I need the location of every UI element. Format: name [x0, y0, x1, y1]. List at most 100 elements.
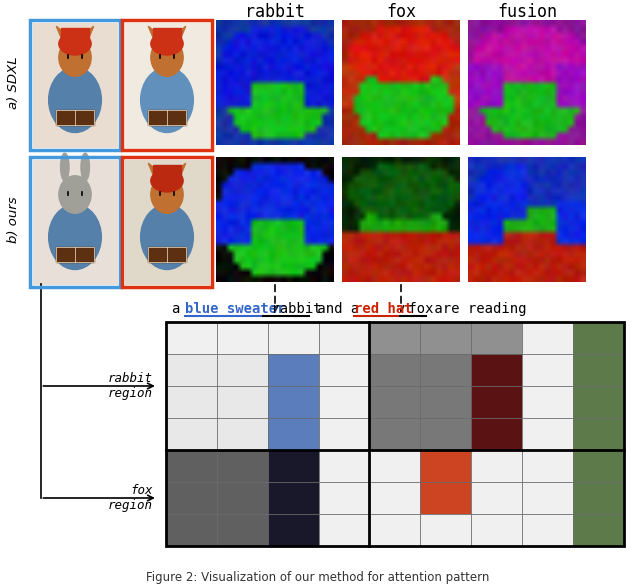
Ellipse shape — [151, 32, 183, 55]
Bar — [319, 450, 370, 482]
Text: fox: fox — [400, 302, 433, 316]
Bar — [166, 514, 217, 546]
Bar — [217, 482, 268, 514]
Bar — [370, 386, 420, 418]
Ellipse shape — [59, 32, 91, 55]
Bar — [32, 22, 118, 148]
Bar — [319, 322, 370, 354]
Ellipse shape — [59, 39, 91, 76]
Bar — [166, 354, 217, 386]
Bar — [166, 450, 217, 482]
Bar — [522, 354, 573, 386]
Text: fox
region: fox region — [107, 484, 153, 512]
Ellipse shape — [141, 205, 193, 270]
Polygon shape — [80, 26, 93, 43]
Bar — [217, 450, 268, 482]
Bar — [122, 157, 212, 287]
Text: blue sweater: blue sweater — [185, 302, 286, 316]
Bar — [522, 322, 573, 354]
Bar — [370, 322, 420, 354]
Bar — [573, 450, 624, 482]
Bar — [30, 20, 120, 150]
Bar — [148, 247, 186, 262]
Bar — [57, 247, 93, 262]
Text: b) ours: b) ours — [8, 196, 20, 243]
Bar — [319, 354, 370, 386]
Text: rabbit
region: rabbit region — [107, 372, 153, 400]
Text: and a: and a — [308, 302, 368, 316]
Bar — [370, 482, 420, 514]
Bar — [573, 354, 624, 386]
Bar — [268, 386, 319, 418]
Ellipse shape — [81, 154, 90, 180]
Bar — [166, 386, 217, 418]
Bar — [166, 482, 217, 514]
Bar — [30, 157, 120, 287]
Ellipse shape — [59, 176, 91, 213]
Bar — [522, 386, 573, 418]
Ellipse shape — [48, 67, 101, 132]
Bar — [573, 418, 624, 450]
Ellipse shape — [60, 154, 69, 180]
Text: rabbit: rabbit — [263, 302, 322, 316]
Bar — [319, 482, 370, 514]
Bar — [57, 110, 93, 125]
Bar — [370, 418, 420, 450]
Bar — [125, 159, 209, 284]
Bar — [217, 418, 268, 450]
Bar — [268, 322, 319, 354]
Ellipse shape — [151, 39, 183, 76]
Bar — [319, 514, 370, 546]
Bar — [471, 514, 522, 546]
Bar — [370, 514, 420, 546]
Bar — [471, 450, 522, 482]
Text: rabbit: rabbit — [245, 3, 305, 21]
Bar — [153, 28, 181, 45]
Bar — [370, 450, 420, 482]
Bar — [217, 322, 268, 354]
Text: fox: fox — [386, 3, 416, 21]
Bar — [32, 159, 118, 284]
Bar — [319, 418, 370, 450]
Bar — [57, 110, 93, 125]
Bar — [166, 418, 217, 450]
Bar — [573, 322, 624, 354]
Bar — [122, 20, 212, 150]
Bar — [319, 386, 370, 418]
Bar — [420, 322, 471, 354]
Bar — [471, 322, 522, 354]
Bar — [217, 386, 268, 418]
Bar — [420, 418, 471, 450]
Ellipse shape — [48, 205, 101, 270]
Bar — [420, 514, 471, 546]
Polygon shape — [172, 26, 186, 43]
Bar — [573, 482, 624, 514]
Bar — [420, 386, 471, 418]
Bar — [166, 322, 217, 354]
Bar — [522, 514, 573, 546]
Bar — [217, 354, 268, 386]
Text: are reading: are reading — [425, 302, 526, 316]
Bar — [125, 22, 209, 148]
Text: a: a — [172, 302, 189, 316]
Bar — [471, 418, 522, 450]
Text: a) SDXL: a) SDXL — [8, 56, 20, 109]
Bar — [268, 514, 319, 546]
Text: fusion: fusion — [497, 3, 557, 21]
Bar — [420, 482, 471, 514]
Polygon shape — [172, 163, 186, 179]
Bar — [217, 514, 268, 546]
Bar — [268, 482, 319, 514]
Bar — [148, 247, 186, 262]
Ellipse shape — [141, 67, 193, 132]
Bar — [148, 110, 186, 125]
Bar — [370, 354, 420, 386]
Bar — [148, 110, 186, 125]
Bar — [268, 354, 319, 386]
Bar — [522, 418, 573, 450]
Bar — [60, 28, 90, 45]
Bar — [420, 354, 471, 386]
Bar — [522, 450, 573, 482]
Text: Figure 2: Visualization of our method for attention pattern: Figure 2: Visualization of our method fo… — [146, 571, 490, 584]
Bar — [268, 450, 319, 482]
